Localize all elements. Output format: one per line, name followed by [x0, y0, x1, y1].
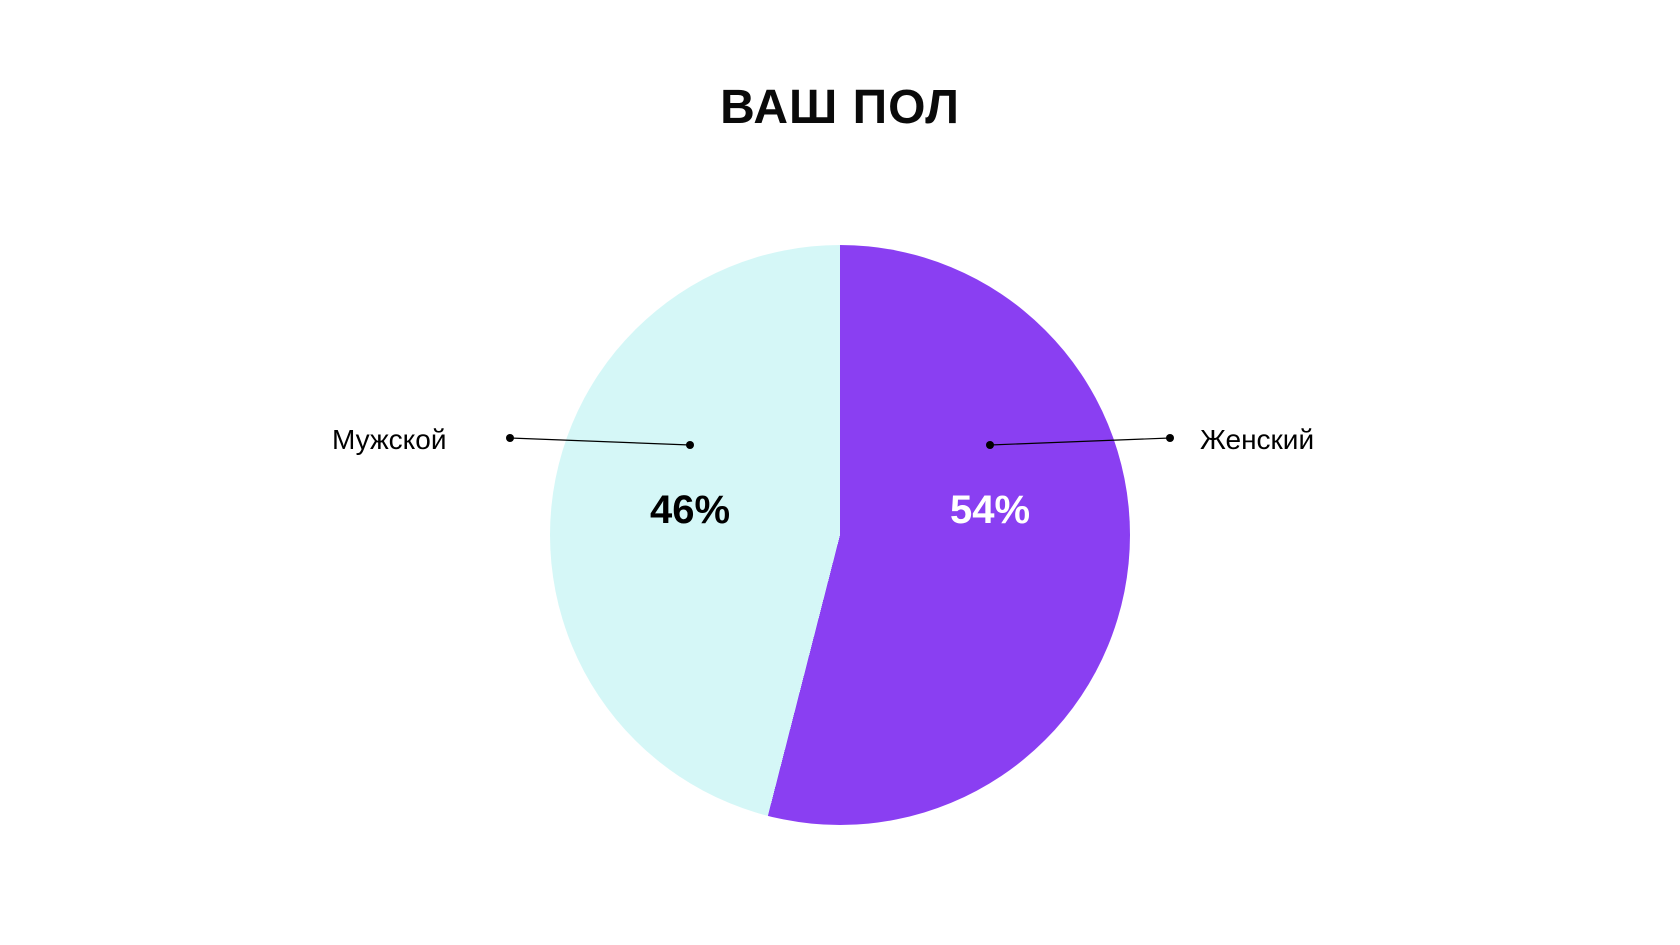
chart-title: ВАШ ПОЛ: [0, 80, 1680, 135]
slice-percent-female: 54%: [950, 488, 1030, 533]
pie-chart: [550, 245, 1130, 825]
pie-graphic: [550, 245, 1130, 825]
slice-label-male: Мужской: [332, 424, 446, 456]
slice-label-female: Женский: [1200, 424, 1314, 456]
slice-percent-male: 46%: [650, 488, 730, 533]
